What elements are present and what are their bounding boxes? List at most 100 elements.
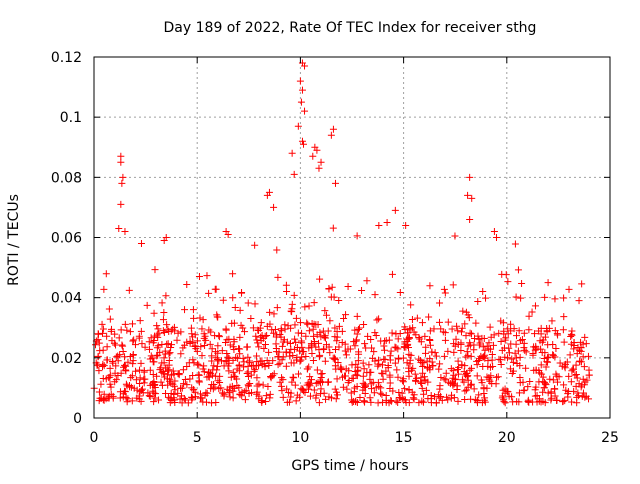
data-point xyxy=(492,234,500,241)
data-point xyxy=(504,388,512,396)
data-point xyxy=(367,368,375,376)
data-point xyxy=(179,366,187,374)
data-point xyxy=(577,347,585,355)
data-point xyxy=(486,377,494,385)
data-point xyxy=(426,341,434,349)
data-point xyxy=(177,350,185,358)
data-point xyxy=(308,350,316,358)
data-point xyxy=(498,270,506,278)
data-point xyxy=(160,373,168,381)
data-point xyxy=(248,362,256,370)
data-point xyxy=(313,331,321,339)
y-axis-label: ROTI / TECUs xyxy=(6,194,22,286)
data-point xyxy=(223,336,231,344)
data-point xyxy=(237,321,245,329)
data-point xyxy=(572,382,580,390)
data-point xyxy=(454,327,462,335)
data-point xyxy=(146,366,154,374)
data-point xyxy=(510,325,518,333)
data-point xyxy=(353,383,361,391)
data-point xyxy=(450,394,458,402)
data-point xyxy=(355,350,363,358)
data-point xyxy=(468,194,476,202)
data-point xyxy=(538,370,546,378)
data-point xyxy=(150,378,158,386)
data-point xyxy=(361,340,369,348)
data-point xyxy=(229,387,237,395)
data-point xyxy=(158,299,166,307)
data-point xyxy=(415,333,423,341)
data-point xyxy=(353,312,361,320)
data-point xyxy=(277,382,285,390)
data-point xyxy=(106,380,114,388)
data-point xyxy=(132,376,140,384)
axes: 0 5 10 15 20 25 0 0.02 0.04 0.06 0.08 0.1 0.12 xyxy=(51,50,619,446)
data-point xyxy=(257,319,265,327)
data-point xyxy=(501,353,509,361)
data-point xyxy=(408,315,416,323)
data-point xyxy=(575,392,583,400)
data-point xyxy=(454,370,462,378)
data-point xyxy=(265,348,273,356)
data-point xyxy=(355,324,363,332)
data-point xyxy=(474,332,482,340)
data-point xyxy=(270,203,278,211)
data-point xyxy=(225,367,233,375)
data-point xyxy=(298,86,306,94)
data-point xyxy=(417,356,425,364)
data-point xyxy=(567,330,575,338)
data-point xyxy=(352,397,360,405)
data-point xyxy=(137,240,145,248)
data-point xyxy=(212,372,220,380)
data-point xyxy=(453,322,461,330)
data-point xyxy=(560,294,568,302)
data-point xyxy=(405,399,413,407)
data-point xyxy=(317,333,325,341)
data-point xyxy=(442,369,450,377)
data-point xyxy=(254,326,262,334)
data-point xyxy=(214,342,222,350)
y-tick-label: 0.04 xyxy=(51,291,82,307)
data-point xyxy=(388,329,396,337)
data-point xyxy=(233,375,241,383)
data-point xyxy=(291,321,299,329)
data-point xyxy=(436,318,444,326)
data-point xyxy=(194,360,202,368)
data-point xyxy=(189,372,197,380)
data-point xyxy=(126,383,134,391)
data-point xyxy=(248,389,256,397)
data-point xyxy=(229,368,237,376)
data-point xyxy=(548,317,556,325)
data-point xyxy=(313,366,321,374)
data-point xyxy=(170,382,178,390)
data-point xyxy=(331,179,339,187)
data-point xyxy=(283,287,291,295)
data-point xyxy=(155,329,163,337)
data-point xyxy=(190,314,198,322)
data-point xyxy=(494,373,502,381)
data-point xyxy=(575,297,583,305)
data-point xyxy=(124,395,132,403)
data-point xyxy=(552,344,560,352)
data-point xyxy=(117,152,125,160)
data-point xyxy=(210,362,218,370)
data-point xyxy=(387,347,395,355)
data-point xyxy=(316,378,324,386)
data-point xyxy=(163,340,171,348)
data-point xyxy=(304,320,312,328)
data-point xyxy=(461,395,469,403)
data-point xyxy=(315,353,323,361)
data-point xyxy=(224,230,232,238)
data-point xyxy=(291,381,299,389)
data-point xyxy=(551,385,559,393)
data-point xyxy=(299,385,307,393)
data-point xyxy=(386,352,394,360)
data-point xyxy=(276,359,284,367)
data-point xyxy=(267,374,275,382)
data-point xyxy=(426,282,434,290)
data-point xyxy=(542,363,550,371)
data-point xyxy=(140,375,148,383)
data-point xyxy=(224,353,232,361)
data-point xyxy=(429,362,437,370)
data-point xyxy=(241,328,249,336)
